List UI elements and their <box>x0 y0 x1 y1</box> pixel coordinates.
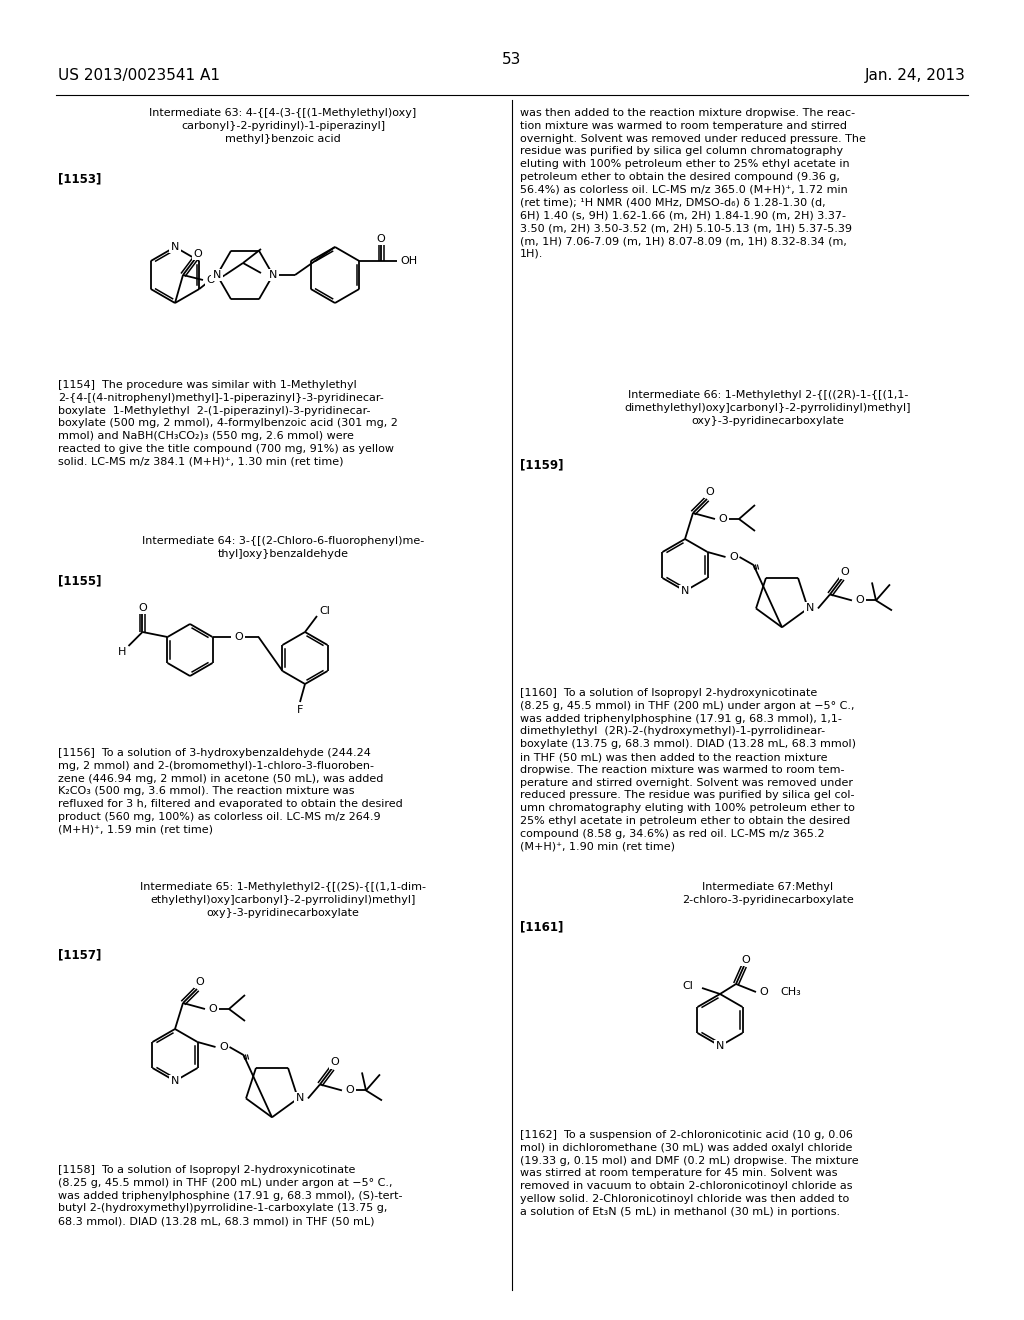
Text: was then added to the reaction mixture dropwise. The reac-
tion mixture was warm: was then added to the reaction mixture d… <box>520 108 866 259</box>
Text: Intermediate 64: 3-{[(2-Chloro-6-fluorophenyl)me-
thyl]oxy}benzaldehyde: Intermediate 64: 3-{[(2-Chloro-6-fluorop… <box>142 536 424 558</box>
Text: [1154]  The procedure was similar with 1-Methylethyl
2-{4-[(4-nitrophenyl)methyl: [1154] The procedure was similar with 1-… <box>58 380 398 467</box>
Text: O: O <box>729 552 738 562</box>
Text: N: N <box>171 242 179 252</box>
Text: O: O <box>706 487 715 498</box>
Text: O: O <box>138 603 146 612</box>
Text: O: O <box>741 954 751 965</box>
Text: O: O <box>331 1057 339 1068</box>
Text: [1162]  To a suspension of 2-chloronicotinic acid (10 g, 0.06
mol) in dichlorome: [1162] To a suspension of 2-chloronicoti… <box>520 1130 859 1217</box>
Text: O: O <box>760 987 768 997</box>
Text: N: N <box>681 586 689 597</box>
Text: N: N <box>213 271 221 280</box>
Text: O: O <box>856 595 864 606</box>
Text: [1157]: [1157] <box>58 948 101 961</box>
Text: N: N <box>296 1093 304 1104</box>
Text: O: O <box>345 1085 354 1096</box>
Text: [1160]  To a solution of Isopropyl 2-hydroxynicotinate
(8.25 g, 45.5 mmol) in TH: [1160] To a solution of Isopropyl 2-hydr… <box>520 688 856 851</box>
Text: [1158]  To a solution of Isopropyl 2-hydroxynicotinate
(8.25 g, 45.5 mmol) in TH: [1158] To a solution of Isopropyl 2-hydr… <box>58 1166 402 1226</box>
Text: Jan. 24, 2013: Jan. 24, 2013 <box>865 69 966 83</box>
Text: US 2013/0023541 A1: US 2013/0023541 A1 <box>58 69 220 83</box>
Text: [1161]: [1161] <box>520 920 563 933</box>
Text: O: O <box>207 275 215 285</box>
Text: Cl: Cl <box>683 981 693 991</box>
Text: O: O <box>196 977 205 987</box>
Text: O: O <box>209 1005 217 1014</box>
Text: CH₃: CH₃ <box>780 987 801 997</box>
Text: F: F <box>297 705 303 715</box>
Text: [1153]: [1153] <box>58 172 101 185</box>
Text: O: O <box>841 568 849 577</box>
Text: O: O <box>377 234 386 244</box>
Text: Intermediate 66: 1-Methylethyl 2-{[((2R)-1-{[(1,1-
dimethylethyl)oxy]carbonyl}-2: Intermediate 66: 1-Methylethyl 2-{[((2R)… <box>625 389 911 425</box>
Text: H: H <box>119 647 127 657</box>
Text: N: N <box>716 1041 724 1051</box>
Text: O: O <box>219 1041 228 1052</box>
Text: N: N <box>806 603 814 614</box>
Text: Cl: Cl <box>319 606 331 616</box>
Text: Intermediate 67:Methyl
2-chloro-3-pyridinecarboxylate: Intermediate 67:Methyl 2-chloro-3-pyridi… <box>682 882 854 904</box>
Text: 53: 53 <box>503 51 521 67</box>
Text: O: O <box>234 632 243 642</box>
Text: Intermediate 63: 4-{[4-(3-{[(1-Methylethyl)oxy]
carbonyl}-2-pyridinyl)-1-piperaz: Intermediate 63: 4-{[4-(3-{[(1-Methyleth… <box>150 108 417 144</box>
Text: N: N <box>171 1076 179 1086</box>
Text: O: O <box>194 249 203 259</box>
Text: [1156]  To a solution of 3-hydroxybenzaldehyde (244.24
mg, 2 mmol) and 2-(bromom: [1156] To a solution of 3-hydroxybenzald… <box>58 748 402 834</box>
Text: O: O <box>719 513 727 524</box>
Text: [1159]: [1159] <box>520 458 563 471</box>
Text: [1155]: [1155] <box>58 574 101 587</box>
Text: Intermediate 65: 1-Methylethyl2-{[(2S)-{[(1,1-dim-
ethylethyl)oxy]carbonyl}-2-py: Intermediate 65: 1-Methylethyl2-{[(2S)-{… <box>140 882 426 917</box>
Text: N: N <box>269 271 278 280</box>
Text: OH: OH <box>400 256 418 267</box>
